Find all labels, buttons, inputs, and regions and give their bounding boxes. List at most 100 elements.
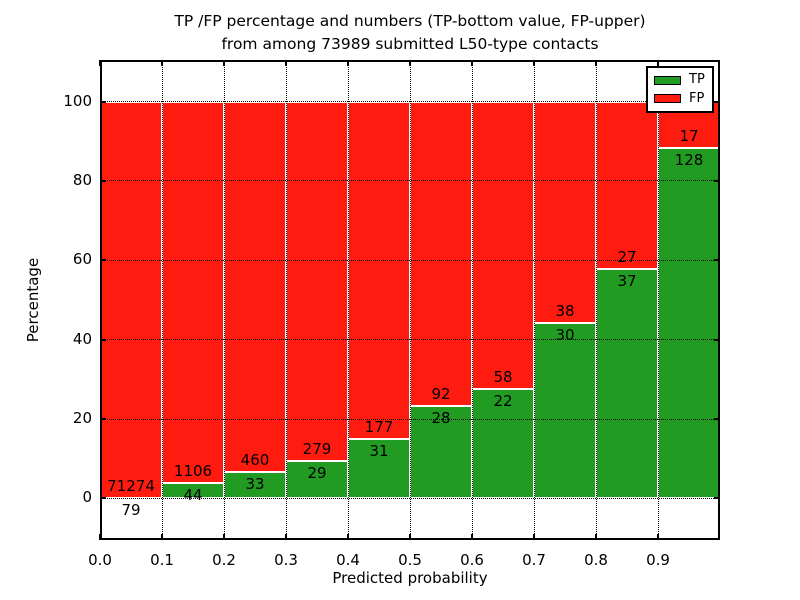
bar-tp-segment <box>534 323 596 499</box>
gridline-horizontal <box>100 339 720 341</box>
bar-fp-segment <box>472 101 534 390</box>
gridline-vertical <box>471 60 473 540</box>
x-tickmark-top <box>285 60 287 66</box>
legend-row-fp: FP <box>654 90 706 108</box>
x-tick-label: 0.0 <box>88 551 112 569</box>
y-tick-label: 60 <box>72 250 92 269</box>
y-tick-label: 100 <box>63 91 92 110</box>
x-tick-label: 0.5 <box>398 551 422 569</box>
gridline-horizontal <box>100 259 720 261</box>
y-tickmark-left <box>100 338 106 341</box>
x-tick-label: 0.4 <box>336 551 360 569</box>
x-tickmark-top <box>595 60 597 66</box>
y-tickmark-left <box>100 259 106 262</box>
plot-area: 71274 79 1106 44 460 33 279 29 177 31 92 28 58 22 38 30… <box>99 60 720 540</box>
y-tick-label: 40 <box>72 329 92 348</box>
x-tickmark-bottom <box>471 534 473 540</box>
grid-layer <box>100 60 720 540</box>
gridline-horizontal <box>100 418 720 420</box>
x-tick-label: 0.2 <box>212 551 236 569</box>
chart-title-line1: TP /FP percentage and numbers (TP-bottom… <box>174 12 646 30</box>
gridline-vertical <box>161 60 163 540</box>
x-tickmark-top <box>223 60 225 66</box>
chart-title-line2: from among 73989 submitted L50-type cont… <box>221 35 599 53</box>
x-tickmark-top <box>533 60 535 66</box>
gridline-horizontal <box>100 101 720 103</box>
x-tickmark-bottom <box>99 534 101 540</box>
gridline-vertical <box>223 60 225 540</box>
tp-count-label: 30 <box>555 326 575 345</box>
x-tickmark-bottom <box>409 534 411 540</box>
bar-fp-segment <box>348 101 410 440</box>
tp-count-label: 79 <box>121 500 141 519</box>
bar-tp-segment <box>348 439 410 499</box>
tp-count-label: 22 <box>493 392 513 411</box>
legend: TP FP <box>646 66 714 113</box>
y-tickmark-right <box>714 418 720 420</box>
value-labels-layer: 71274 79 1106 44 460 33 279 29 177 31 92 28 58 22 38 30… <box>100 60 720 540</box>
fp-count-label: 17 <box>679 127 699 146</box>
chart-title: TP /FP percentage and numbers (TP-bottom… <box>90 10 730 56</box>
legend-swatch-tp <box>654 75 681 85</box>
legend-label-tp: TP <box>689 72 705 88</box>
y-axis-label: Percentage <box>24 257 42 343</box>
x-tickmark-bottom <box>347 534 349 540</box>
fp-count-label: 27 <box>617 248 637 266</box>
x-tickmark-bottom <box>285 534 287 540</box>
bar-tp-segment <box>596 269 658 499</box>
x-tickmark-bottom <box>595 534 597 540</box>
bar-tp-segment <box>286 460 348 499</box>
x-tick-label: 0.6 <box>460 551 484 569</box>
x-tick-label: 0.9 <box>646 551 670 569</box>
bar-fp-segment <box>596 101 658 269</box>
y-tickmark-right <box>714 100 720 103</box>
bar-fp-segment <box>534 101 596 324</box>
x-tick-label: 0.7 <box>522 551 546 569</box>
tp-count-label: 44 <box>183 486 203 505</box>
x-tickmark-top <box>347 60 349 66</box>
gridline-vertical <box>595 60 597 540</box>
x-tick-label: 0.3 <box>274 551 298 569</box>
gridline-vertical <box>533 60 535 540</box>
gridline-vertical <box>657 60 659 540</box>
fp-count-label: 92 <box>431 384 451 403</box>
legend-swatch-fp <box>654 94 681 104</box>
y-tick-label: 0 <box>82 488 92 507</box>
tp-count-label: 37 <box>617 272 637 290</box>
fp-count-label: 1106 <box>173 462 213 481</box>
gridline-vertical <box>347 60 349 540</box>
bar-tp-segment <box>658 148 720 499</box>
y-tickmark-left <box>100 497 106 500</box>
y-tickmark-right <box>714 338 720 341</box>
fp-count-label: 58 <box>493 368 513 387</box>
tp-count-label: 31 <box>369 442 389 461</box>
gridline-vertical <box>409 60 411 540</box>
fp-count-label: 177 <box>364 418 394 437</box>
y-tick-label: 20 <box>72 409 92 427</box>
legend-row-tp: TP <box>654 71 706 89</box>
x-tickmark-top <box>657 60 659 66</box>
y-tickmark-left <box>100 418 106 420</box>
y-tick-label: 80 <box>72 170 92 189</box>
fp-count-label: 71274 <box>107 476 155 495</box>
gridline-horizontal <box>100 180 720 182</box>
y-tickmark-right <box>714 497 720 500</box>
x-tickmark-top <box>161 60 163 66</box>
fp-count-label: 460 <box>240 450 270 469</box>
legend-label-fp: FP <box>689 90 705 106</box>
y-tickmark-right <box>714 259 720 262</box>
x-tick-label: 0.8 <box>584 551 608 569</box>
tp-count-label: 33 <box>245 474 265 493</box>
y-tickmark-right <box>714 179 720 182</box>
tp-count-label: 29 <box>307 463 327 482</box>
y-tickmark-left <box>100 179 106 182</box>
bar-fp-segment <box>286 101 348 461</box>
fp-count-label: 279 <box>302 439 332 458</box>
x-tickmark-top <box>99 60 101 66</box>
x-axis-label: Predicted probability <box>332 569 488 587</box>
bar-fp-segment <box>100 101 162 498</box>
bar-fp-segment <box>162 101 224 484</box>
bar-tp-segment <box>472 389 534 499</box>
gridline-horizontal <box>100 497 720 499</box>
